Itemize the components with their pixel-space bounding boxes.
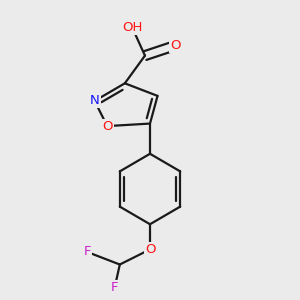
Text: O: O bbox=[102, 120, 112, 133]
Text: OH: OH bbox=[122, 21, 142, 34]
Text: F: F bbox=[111, 281, 118, 294]
Text: N: N bbox=[90, 94, 100, 107]
Text: O: O bbox=[145, 243, 155, 256]
Text: F: F bbox=[83, 245, 91, 258]
Text: O: O bbox=[170, 39, 180, 52]
